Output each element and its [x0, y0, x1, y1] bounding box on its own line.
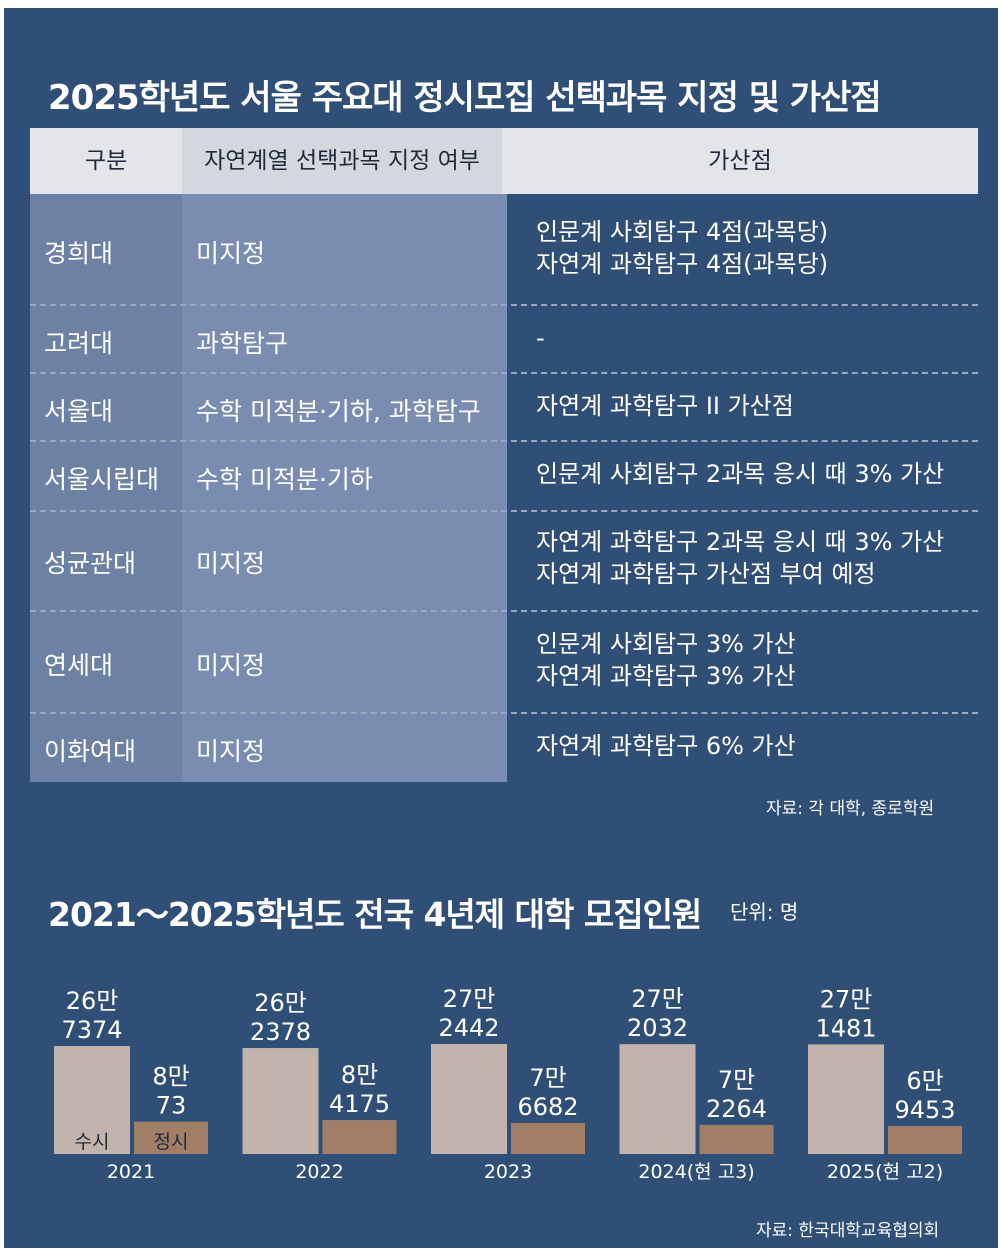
table-source: 자료: 각 대학, 종로학원	[766, 799, 935, 819]
value-label: 7만	[718, 1066, 755, 1094]
value-label: 8만	[152, 1063, 189, 1091]
required-column-background	[182, 194, 507, 782]
university-name: 이화여대	[44, 737, 137, 766]
bonus-text: 자연계 과학탐구 II 가산점	[536, 390, 794, 422]
value-label: 27만	[631, 985, 684, 1013]
row-divider	[30, 440, 978, 442]
value-label: 7만	[529, 1064, 566, 1092]
x-tick-label: 2022	[295, 1161, 343, 1183]
bonus-line: 자연계 과학탐구 3% 가산	[536, 662, 796, 690]
bonus-line: 자연계 과학탐구 II 가산점	[536, 392, 794, 420]
header-bonus: 가산점	[708, 148, 772, 174]
susi-bar	[54, 1046, 130, 1154]
table-row: 고려대 과학탐구 -	[30, 304, 978, 372]
bonus-line: -	[536, 324, 545, 352]
value-label: 2442	[438, 1014, 499, 1042]
series-label: 정시	[154, 1131, 189, 1153]
jeongsi-bar	[699, 1124, 774, 1154]
chart-unit: 단위: 명	[730, 900, 799, 924]
bonus-line: 자연계 과학탐구 가산점 부여 예정	[536, 560, 876, 588]
header-category: 구분	[84, 148, 128, 174]
infographic-panel: 2025학년도 서울 주요대 정시모집 선택과목 지정 및 가산점 구분 자연계…	[4, 8, 998, 1248]
bonus-line: 인문계 사회탐구 3% 가산	[536, 630, 796, 658]
jeongsi-bar	[511, 1123, 585, 1154]
table-row: 이화여대 미지정 자연계 과학탐구 6% 가산	[30, 712, 978, 782]
table-row: 연세대 미지정 인문계 사회탐구 3% 가산 자연계 과학탐구 3% 가산	[30, 610, 978, 712]
university-name: 경희대	[44, 239, 114, 268]
row-divider	[30, 712, 978, 714]
bonus-line: 인문계 사회탐구 4점(과목당)	[536, 218, 829, 246]
required-subjects: 수학 미적분·기하	[196, 465, 373, 494]
required-subjects: 미지정	[196, 239, 266, 268]
value-label: 7374	[61, 1016, 122, 1044]
table-header: 구분 자연계열 선택과목 지정 여부 가산점	[30, 128, 978, 194]
university-column-background	[30, 194, 182, 782]
value-label: 6682	[517, 1093, 578, 1121]
required-subjects: 미지정	[196, 549, 266, 578]
row-divider	[30, 510, 978, 512]
susi-bar	[808, 1044, 884, 1154]
susi-bar	[619, 1044, 696, 1154]
row-divider	[30, 304, 978, 306]
value-label: 2032	[627, 1014, 688, 1042]
value-label: 1481	[815, 1014, 876, 1042]
value-label: 27만	[443, 985, 496, 1013]
bonus-line: 자연계 과학탐구 2과목 응시 때 3% 가산	[536, 528, 945, 556]
bonus-line: 자연계 과학탐구 6% 가산	[536, 732, 796, 760]
bonus-text: 자연계 과학탐구 2과목 응시 때 3% 가산 자연계 과학탐구 가산점 부여 …	[536, 526, 944, 590]
bonus-text: 인문계 사회탐구 2과목 응시 때 3% 가산	[536, 458, 944, 490]
bar-chart: 26만7374수시8만73정시202126만23788만4175202227만2…	[54, 985, 962, 1183]
header-required-subjects: 자연계열 선택과목 지정 여부	[182, 128, 502, 194]
university-name: 고려대	[44, 329, 114, 358]
table-row: 서울시립대 수학 미적분·기하 인문계 사회탐구 2과목 응시 때 3% 가산	[30, 440, 978, 510]
row-divider	[30, 610, 978, 612]
bonus-text: 인문계 사회탐구 4점(과목당) 자연계 과학탐구 4점(과목당)	[536, 216, 828, 280]
susi-bar	[431, 1044, 507, 1154]
table-row: 경희대 미지정 인문계 사회탐구 4점(과목당) 자연계 과학탐구 4점(과목당…	[30, 194, 978, 304]
required-subjects: 수학 미적분·기하, 과학탐구	[196, 397, 481, 426]
required-subjects: 과학탐구	[196, 329, 289, 358]
jeongsi-bar	[134, 1121, 208, 1154]
university-name: 성균관대	[44, 549, 137, 578]
university-name: 서울시립대	[44, 465, 160, 494]
series-label: 수시	[75, 1131, 110, 1153]
bonus-text: 자연계 과학탐구 6% 가산	[536, 730, 796, 762]
chart-title: 2021～2025학년도 전국 4년제 대학 모집인원	[48, 895, 702, 934]
value-label: 4175	[329, 1090, 390, 1118]
bonus-line: 인문계 사회탐구 2과목 응시 때 3% 가산	[536, 460, 945, 488]
jeongsi-bar	[888, 1125, 962, 1154]
university-name: 서울대	[44, 397, 114, 426]
bonus-text: -	[536, 322, 545, 354]
value-label: 6만	[906, 1067, 943, 1095]
bonus-text: 인문계 사회탐구 3% 가산 자연계 과학탐구 3% 가산	[536, 628, 796, 692]
value-label: 2378	[250, 1018, 311, 1046]
required-subjects: 미지정	[196, 737, 266, 766]
value-label: 9453	[894, 1096, 955, 1124]
bonus-line: 자연계 과학탐구 4점(과목당)	[536, 250, 829, 278]
value-label: 73	[156, 1092, 187, 1120]
jeongsi-bar	[322, 1120, 397, 1154]
value-label: 2264	[706, 1095, 767, 1123]
row-divider	[30, 372, 978, 374]
value-label: 26만	[254, 989, 307, 1017]
table-title: 2025학년도 서울 주요대 정시모집 선택과목 지정 및 가산점	[48, 78, 882, 118]
university-name: 연세대	[44, 651, 114, 680]
x-tick-label: 2024(현 고3)	[638, 1161, 754, 1183]
required-subjects: 미지정	[196, 651, 266, 680]
x-tick-label: 2023	[484, 1161, 532, 1183]
chart-source: 자료: 한국대학교육협의회	[756, 1221, 940, 1241]
value-label: 27만	[820, 985, 873, 1013]
x-tick-label: 2021	[107, 1161, 155, 1183]
table-row: 서울대 수학 미적분·기하, 과학탐구 자연계 과학탐구 II 가산점	[30, 372, 978, 440]
x-tick-label: 2025(현 고2)	[827, 1161, 943, 1183]
table-row: 성균관대 미지정 자연계 과학탐구 2과목 응시 때 3% 가산 자연계 과학탐…	[30, 510, 978, 610]
value-label: 26만	[66, 987, 119, 1015]
susi-bar	[242, 1048, 319, 1154]
value-label: 8만	[341, 1061, 378, 1089]
